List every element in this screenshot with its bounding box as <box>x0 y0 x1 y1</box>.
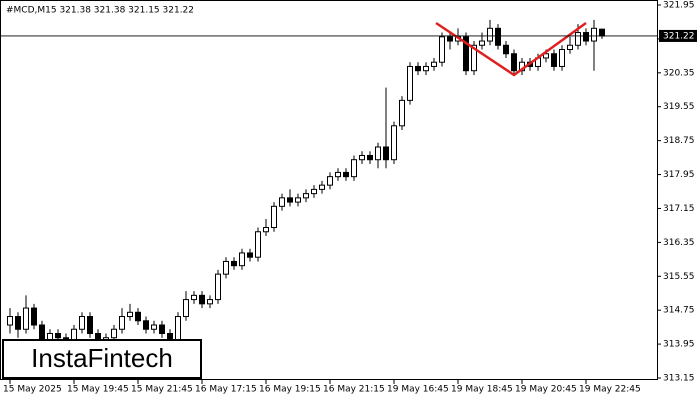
candle-body <box>111 328 117 339</box>
candle-body <box>135 311 141 322</box>
double-top-pattern <box>435 21 587 77</box>
candle-body <box>183 299 189 318</box>
candle-body <box>239 252 245 267</box>
y-tick-label: 321.95 <box>663 1 695 11</box>
candle-body <box>383 146 389 161</box>
y-tick-label: 314.75 <box>663 306 695 316</box>
y-tick-label: 317.15 <box>663 204 695 214</box>
candle-body <box>551 53 557 67</box>
candle-body <box>31 307 37 326</box>
chart-title: #MCD,M15 321.38 321.38 321.15 321.22 <box>6 6 194 16</box>
candle-body <box>143 320 149 330</box>
current-price-box <box>659 29 697 42</box>
x-tick-label: 19 May 16:45 <box>387 385 449 395</box>
candle-body <box>583 32 589 42</box>
candle-body <box>391 125 397 161</box>
candle-body <box>231 260 237 267</box>
candle-body <box>327 176 333 186</box>
x-tick-label: 15 May 19:45 <box>67 385 129 395</box>
candle-body <box>447 36 453 42</box>
x-tick-label: 19 May 22:45 <box>579 385 641 395</box>
candle-body <box>463 36 469 72</box>
x-tick-label: 15 May 21:45 <box>131 385 193 395</box>
y-tick-label: 318.75 <box>663 136 695 146</box>
candle-body <box>279 197 285 207</box>
candle-body <box>511 53 517 72</box>
x-tick-label: 19 May 18:45 <box>451 385 513 395</box>
x-tick-label: 19 May 20:45 <box>515 385 577 395</box>
candle-body <box>567 44 573 51</box>
candle-body <box>319 184 325 190</box>
candle-body <box>503 44 509 55</box>
y-tick-label: 315.55 <box>663 272 695 282</box>
candle-body <box>295 197 301 203</box>
candle-body <box>191 294 197 301</box>
candle-body <box>127 311 133 318</box>
candle-body <box>7 316 13 326</box>
candle-body <box>303 193 309 199</box>
candle-body <box>223 260 229 275</box>
candle-body <box>407 65 413 101</box>
current-price-label: 321.22 <box>663 31 695 41</box>
candle-body <box>287 197 293 203</box>
candle-body <box>559 49 565 67</box>
logo-box <box>2 339 202 379</box>
candle-body <box>575 32 581 46</box>
candle-body <box>591 27 597 42</box>
candle-body <box>343 171 349 178</box>
candle-body <box>151 324 157 330</box>
y-tick-label: 313.15 <box>663 374 695 384</box>
candle-body <box>359 154 365 161</box>
candle-body <box>215 273 221 301</box>
candle-body <box>175 316 181 343</box>
candle-body <box>87 316 93 334</box>
candle-body <box>487 27 493 42</box>
candle-body <box>479 40 485 46</box>
x-tick-label: 16 May 17:15 <box>195 385 257 395</box>
y-tick-label: 316.35 <box>663 238 695 248</box>
candle-body <box>247 252 253 258</box>
x-tick-label: 16 May 21:15 <box>323 385 385 395</box>
candle-body <box>207 299 213 305</box>
candle-body <box>159 324 165 334</box>
candle-body <box>79 316 85 330</box>
candle-body <box>543 53 549 59</box>
candle-body <box>375 146 381 161</box>
x-tick-label: 15 May 2025 <box>3 385 62 395</box>
candle-body <box>471 44 477 72</box>
candle-body <box>399 99 405 127</box>
candle-body <box>271 205 277 229</box>
logo: InstaFintech <box>31 343 173 373</box>
candle-body <box>311 188 317 195</box>
candle-body <box>335 171 341 178</box>
candle-body <box>495 27 501 46</box>
candle-body <box>431 61 437 67</box>
candle-body <box>23 307 29 330</box>
candle-body <box>255 231 261 258</box>
candle-body <box>119 316 125 330</box>
plot-frame <box>0 0 658 380</box>
candle-body <box>263 227 269 233</box>
x-tick-label: 16 May 19:15 <box>259 385 321 395</box>
y-tick-label: 319.55 <box>663 102 695 112</box>
candle-body <box>55 332 61 339</box>
y-tick-label: 320.35 <box>663 68 695 78</box>
candle-body <box>351 159 357 178</box>
candle-body <box>423 65 429 72</box>
candle-body <box>439 36 445 63</box>
candle-body <box>199 294 205 305</box>
y-tick-label: 313.95 <box>663 340 695 350</box>
candle-body <box>415 65 421 72</box>
candle-body <box>367 154 373 161</box>
y-tick-label: 317.95 <box>663 170 695 180</box>
candle-body <box>15 316 21 330</box>
candle-body <box>599 28 605 37</box>
